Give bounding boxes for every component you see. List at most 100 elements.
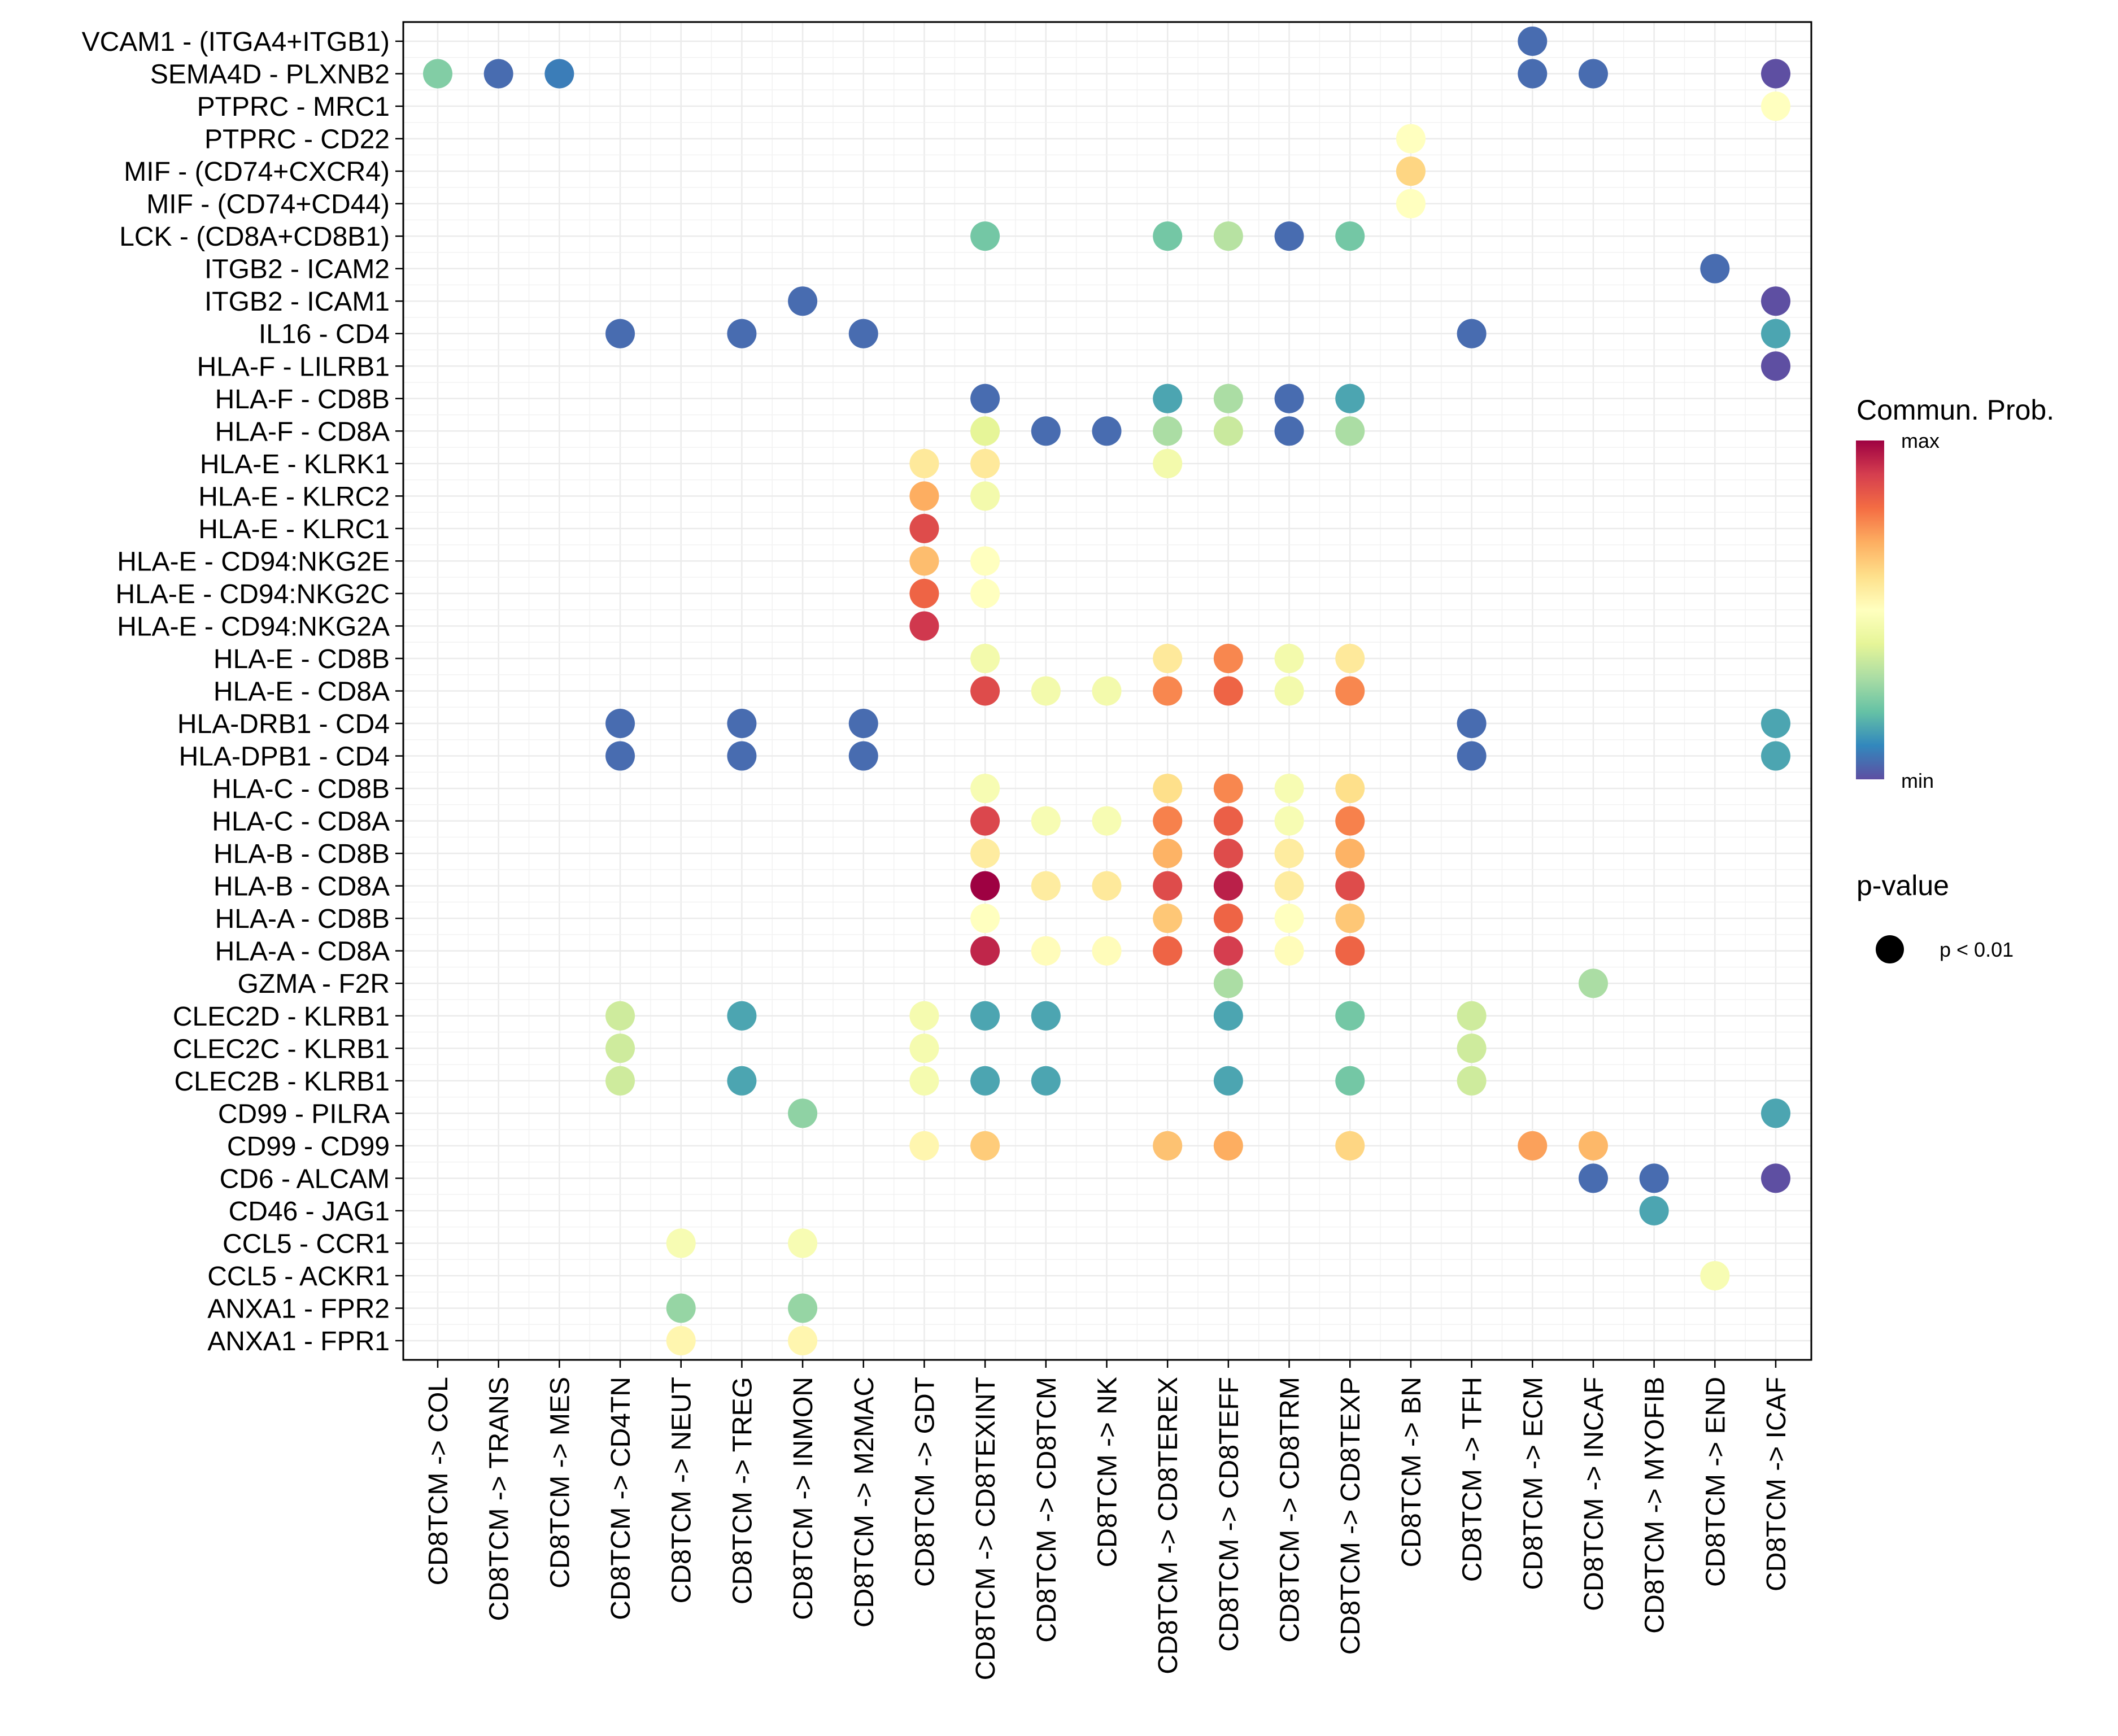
- data-point: [1761, 286, 1790, 316]
- y-tick-label: CCL5 - CCR1: [223, 1229, 390, 1259]
- data-point: [970, 904, 1000, 934]
- colorbar-max-label: max: [1901, 429, 1940, 452]
- x-tick-label: CD8TCM -> ECM: [1518, 1377, 1548, 1590]
- data-point: [423, 59, 452, 89]
- y-tick-label: CD99 - PILRA: [218, 1099, 390, 1129]
- y-axis: VCAM1 - (ITGA4+ITGB1)SEMA4D - PLXNB2 PTPR…: [82, 27, 403, 1356]
- data-point: [1457, 1033, 1487, 1063]
- y-tick-label: CD46 - JAG1: [229, 1197, 390, 1227]
- data-point: [909, 481, 939, 511]
- data-point: [1761, 1098, 1790, 1128]
- data-point: [605, 319, 635, 348]
- y-tick-label: HLA-A - CD8A: [215, 937, 390, 967]
- data-point: [1335, 806, 1365, 836]
- y-tick-label: PTPRC - CD22: [204, 125, 390, 155]
- y-tick-label: HLA-C - CD8A: [212, 807, 390, 837]
- y-tick-label: HLA-B - CD8B: [213, 839, 390, 869]
- data-point: [1031, 936, 1061, 966]
- x-tick-label: CD8TCM -> BN: [1397, 1377, 1427, 1567]
- y-tick-label: CLEC2C - KLRB1: [173, 1034, 390, 1064]
- data-point: [970, 546, 1000, 576]
- data-point: [1396, 189, 1426, 219]
- data-point: [970, 1131, 1000, 1161]
- data-point: [1639, 1196, 1669, 1225]
- x-tick-label: CD8TCM -> NK: [1093, 1377, 1123, 1567]
- y-tick-label: HLA-DRB1 - CD4: [177, 709, 390, 739]
- data-point: [1578, 969, 1608, 998]
- data-point: [666, 1228, 696, 1258]
- x-tick-label: CD8TCM -> TFH: [1458, 1377, 1488, 1582]
- data-point: [1274, 806, 1304, 836]
- data-point: [1761, 741, 1790, 771]
- data-point: [1153, 774, 1183, 804]
- x-tick-label: CD8TCM -> CD8TEFF: [1214, 1377, 1244, 1652]
- y-tick-label: HLA-F - LILRB1: [197, 352, 390, 382]
- data-point: [848, 741, 878, 771]
- data-point: [727, 741, 757, 771]
- y-tick-label: HLA-E - CD94:NKG2A: [117, 612, 390, 642]
- data-point: [1578, 1131, 1608, 1161]
- y-tick-label: CLEC2B - KLRB1: [175, 1067, 390, 1097]
- data-point: [848, 709, 878, 739]
- x-axis: CD8TCM -> COL CD8TCM -> TRANS CD8TCM -> ME…: [424, 1360, 1792, 1680]
- data-point: [909, 1033, 939, 1063]
- data-point: [909, 546, 939, 576]
- data-point: [727, 1001, 757, 1031]
- data-point: [909, 448, 939, 478]
- data-point: [1213, 904, 1243, 934]
- data-point: [909, 611, 939, 641]
- x-tick-label: CD8TCM -> CD4TN: [606, 1377, 636, 1620]
- x-tick-label: CD8TCM -> CD8TEXINT: [971, 1377, 1001, 1680]
- data-point: [1335, 221, 1365, 251]
- data-point: [1700, 254, 1730, 283]
- data-point: [1092, 676, 1122, 706]
- data-point: [1092, 936, 1122, 966]
- data-point: [788, 1326, 818, 1355]
- y-tick-label: VCAM1 - (ITGA4+ITGB1): [82, 27, 390, 57]
- x-tick-label: CD8TCM -> CD8TRM: [1275, 1377, 1305, 1643]
- data-point: [1518, 1131, 1548, 1161]
- colorbar-min-label: min: [1901, 769, 1934, 792]
- data-point: [605, 1001, 635, 1031]
- y-tick-label: SEMA4D - PLXNB2: [150, 60, 390, 90]
- data-point: [727, 709, 757, 739]
- data-point: [1335, 839, 1365, 869]
- data-point: [1213, 416, 1243, 446]
- data-point: [1274, 774, 1304, 804]
- y-tick-label: ITGB2 - ICAM1: [204, 287, 390, 317]
- data-point: [970, 936, 1000, 966]
- x-tick-label: CD8TCM -> M2MAC: [849, 1377, 879, 1628]
- data-point: [909, 1131, 939, 1161]
- data-point: [1578, 1163, 1608, 1193]
- x-tick-label: CD8TCM -> ICAF: [1762, 1377, 1792, 1591]
- data-point: [788, 286, 818, 316]
- data-point: [1153, 806, 1183, 836]
- data-point: [1335, 871, 1365, 901]
- data-point: [1335, 643, 1365, 673]
- y-tick-label: HLA-F - CD8B: [215, 385, 390, 415]
- y-tick-label: GZMA - F2R: [238, 969, 390, 999]
- y-tick-label: MIF - (CD74+CXCR4): [124, 157, 390, 187]
- data-point: [970, 676, 1000, 706]
- data-point: [1213, 969, 1243, 998]
- data-point: [848, 319, 878, 348]
- data-point: [970, 481, 1000, 511]
- y-tick-label: CCL5 - ACKR1: [207, 1262, 390, 1292]
- y-tick-label: HLA-B - CD8A: [213, 872, 390, 902]
- y-tick-label: HLA-E - CD94:NKG2E: [117, 547, 390, 577]
- data-point: [544, 59, 574, 89]
- data-point: [1092, 416, 1122, 446]
- y-tick-label: CD99 - CD99: [227, 1132, 390, 1162]
- data-point: [1335, 904, 1365, 934]
- data-point: [909, 578, 939, 608]
- data-point: [1153, 904, 1183, 934]
- data-point: [970, 839, 1000, 869]
- y-tick-label: HLA-C - CD8B: [212, 774, 390, 804]
- data-point: [1335, 936, 1365, 966]
- data-point: [1518, 27, 1548, 56]
- data-point: [1457, 741, 1487, 771]
- y-tick-label: HLA-E - KLRC1: [198, 514, 390, 544]
- y-tick-label: MIF - (CD74+CD44): [146, 190, 390, 220]
- data-point: [970, 416, 1000, 446]
- data-point: [1274, 676, 1304, 706]
